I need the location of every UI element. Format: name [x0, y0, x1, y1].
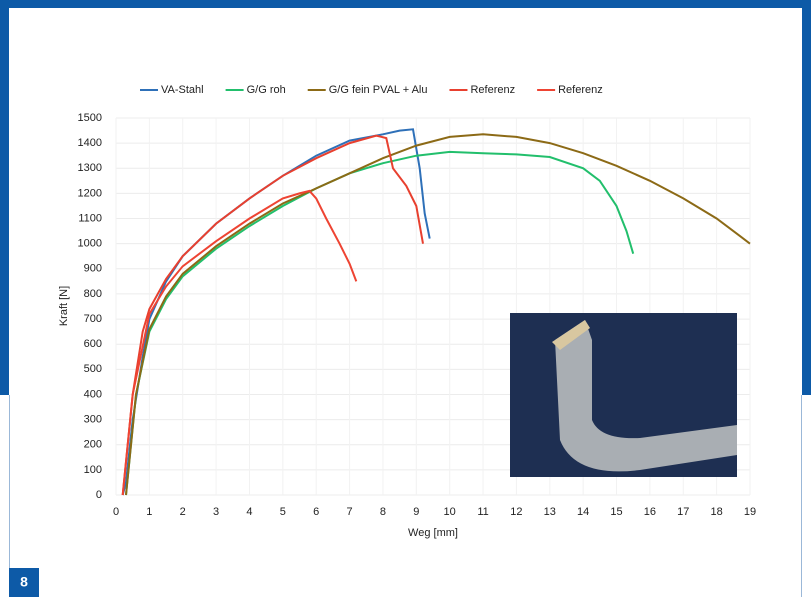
y-tick-label: 600 — [84, 338, 102, 350]
page: 8 Weg [mm] Kraft [N] 0100200300400500600… — [0, 0, 811, 597]
x-tick-label: 4 — [246, 506, 252, 518]
y-axis-label: Kraft [N] — [58, 286, 70, 326]
x-tick-label: 1 — [146, 506, 152, 518]
x-tick-label: 14 — [577, 506, 589, 518]
y-tick-label: 1100 — [78, 212, 102, 224]
x-tick-label: 6 — [313, 506, 319, 518]
x-tick-label: 12 — [510, 506, 522, 518]
x-tick-label: 10 — [444, 506, 456, 518]
frame-top — [0, 0, 811, 8]
x-axis-label: Weg [mm] — [408, 527, 458, 539]
y-tick-label: 0 — [96, 489, 102, 501]
y-tick-label: 200 — [84, 439, 102, 451]
legend-label: Referenz — [558, 84, 603, 96]
inset-photo — [510, 313, 737, 477]
y-tick-label: 1000 — [78, 238, 102, 250]
x-tick-label: 2 — [180, 506, 186, 518]
x-tick-label: 19 — [744, 506, 756, 518]
frame-left — [0, 0, 9, 395]
y-tick-label: 1200 — [78, 187, 102, 199]
y-tick-label: 1300 — [78, 162, 102, 174]
y-tick-label: 800 — [84, 288, 102, 300]
x-tick-label: 16 — [644, 506, 656, 518]
chart: 8 Weg [mm] Kraft [N] 0100200300400500600… — [0, 0, 811, 597]
y-tick-label: 900 — [84, 263, 102, 275]
series-line — [123, 191, 357, 495]
figure-number: 8 — [20, 574, 28, 590]
frame-right-line — [801, 395, 802, 597]
series-line — [123, 129, 430, 495]
x-tick-label: 11 — [477, 506, 488, 518]
x-tick-label: 9 — [413, 506, 419, 518]
x-tick-label: 18 — [711, 506, 723, 518]
legend-label: G/G roh — [247, 84, 286, 96]
x-tick-label: 15 — [610, 506, 622, 518]
x-tick-label: 7 — [347, 506, 353, 518]
legend-label: Referenz — [470, 84, 515, 96]
frame-left-line — [9, 395, 10, 597]
x-tick-label: 0 — [113, 506, 119, 518]
y-tick-label: 500 — [84, 363, 102, 375]
series-line — [123, 136, 423, 495]
y-tick-label: 1500 — [78, 112, 102, 124]
x-tick-label: 5 — [280, 506, 286, 518]
y-tick-label: 400 — [84, 388, 102, 400]
x-tick-label: 13 — [544, 506, 556, 518]
x-tick-label: 17 — [677, 506, 689, 518]
y-tick-label: 100 — [84, 464, 102, 476]
y-tick-label: 300 — [84, 414, 102, 426]
legend-label: G/G fein PVAL + Alu — [329, 84, 428, 96]
legend-label: VA-Stahl — [161, 84, 204, 96]
x-tick-label: 8 — [380, 506, 386, 518]
x-tick-label: 3 — [213, 506, 219, 518]
y-tick-label: 1400 — [78, 137, 102, 149]
frame-right — [802, 0, 811, 395]
y-tick-label: 700 — [84, 313, 102, 325]
